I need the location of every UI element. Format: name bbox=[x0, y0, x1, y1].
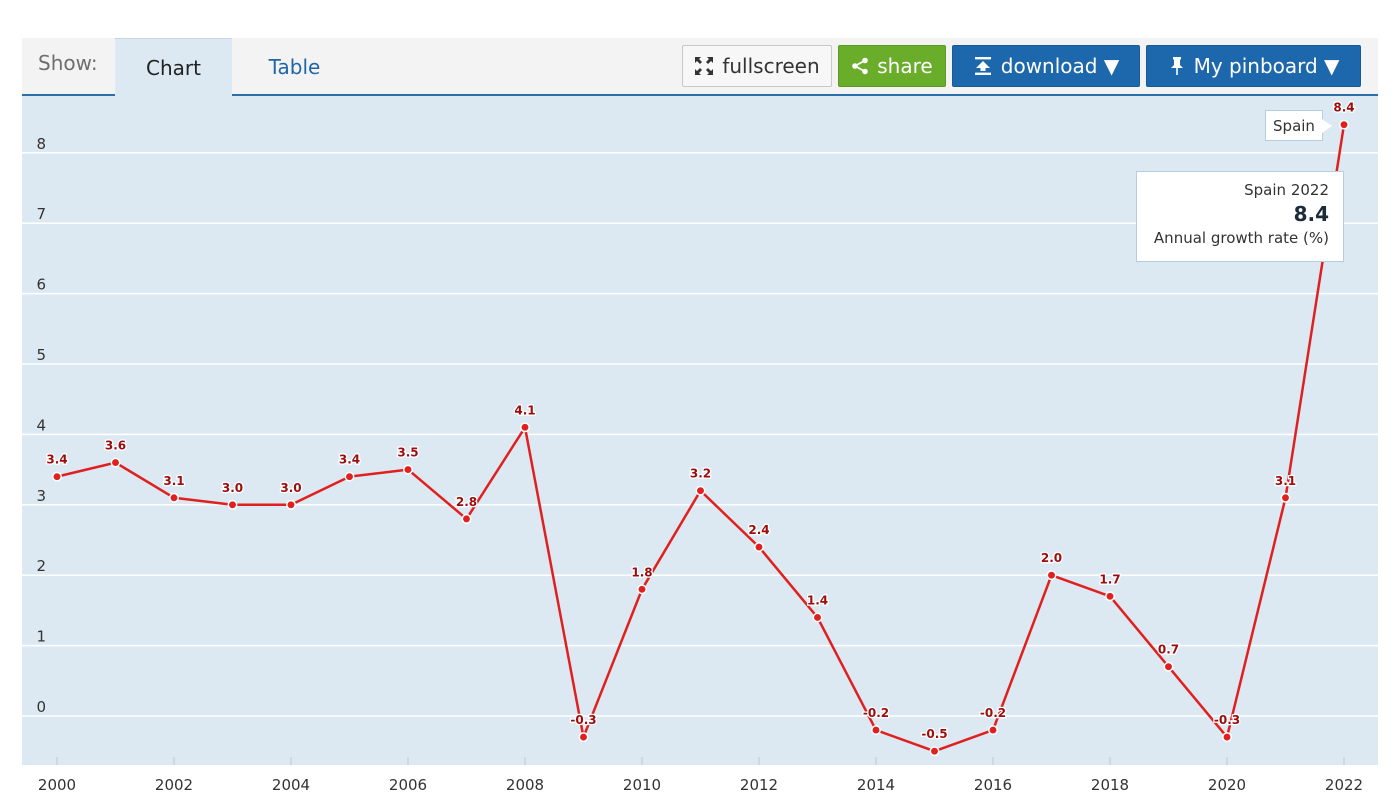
y-tick-label: 4 bbox=[36, 416, 46, 434]
data-label: 3.4 bbox=[46, 453, 67, 467]
tooltip-value: 8.4 bbox=[1293, 202, 1329, 226]
data-label: -0.2 bbox=[863, 706, 889, 720]
data-point bbox=[344, 471, 355, 482]
tooltip-title: Spain 2022 bbox=[1244, 181, 1329, 199]
data-point bbox=[1339, 119, 1349, 130]
data-point bbox=[1046, 570, 1057, 581]
data-label: 1.8 bbox=[631, 565, 652, 579]
data-label: 3.1 bbox=[1275, 474, 1296, 488]
x-tick-label: 2006 bbox=[389, 776, 427, 794]
data-label: -0.3 bbox=[1214, 713, 1240, 727]
data-point bbox=[169, 492, 179, 503]
data-label: 3.0 bbox=[280, 481, 301, 495]
download-button[interactable]: download ▼ bbox=[952, 45, 1140, 87]
data-point bbox=[929, 746, 940, 757]
data-point bbox=[227, 499, 238, 510]
y-tick-label: 7 bbox=[36, 205, 46, 223]
data-label: -0.3 bbox=[570, 713, 596, 727]
data-point bbox=[461, 513, 472, 524]
data-point bbox=[1222, 732, 1232, 743]
tab-chart[interactable]: Chart bbox=[115, 38, 232, 97]
y-tick-label: 5 bbox=[36, 346, 46, 364]
share-label: share bbox=[877, 54, 933, 78]
data-label: 3.5 bbox=[397, 446, 418, 460]
data-label: 1.4 bbox=[807, 593, 828, 607]
data-label: 8.4 bbox=[1333, 101, 1354, 115]
x-tick-label: 2014 bbox=[857, 776, 895, 794]
data-label: 3.2 bbox=[690, 467, 711, 481]
data-point bbox=[110, 457, 121, 468]
y-tick-label: 1 bbox=[36, 628, 46, 646]
data-label: 1.7 bbox=[1099, 572, 1120, 586]
x-tick-label: 2020 bbox=[1208, 776, 1246, 794]
x-tick-label: 2022 bbox=[1325, 776, 1363, 794]
y-tick-label: 8 bbox=[36, 135, 46, 153]
data-label: 2.8 bbox=[456, 495, 477, 509]
data-point bbox=[1163, 661, 1174, 672]
data-label: 4.1 bbox=[514, 403, 535, 417]
data-label: 2.4 bbox=[748, 523, 769, 537]
pinboard-button[interactable]: My pinboard ▼ bbox=[1146, 45, 1361, 87]
data-label: 3.6 bbox=[105, 439, 126, 453]
x-tick-label: 2000 bbox=[38, 776, 76, 794]
data-point bbox=[695, 485, 706, 496]
data-point bbox=[520, 422, 530, 433]
tooltip-unit: Annual growth rate (%) bbox=[1153, 229, 1329, 247]
y-tick-label: 2 bbox=[36, 557, 46, 575]
chart-toolbar: Show: Chart Table fullscreen share bbox=[22, 38, 1378, 97]
data-label: 3.4 bbox=[339, 453, 360, 467]
x-tick-label: 2002 bbox=[155, 776, 193, 794]
share-button[interactable]: share bbox=[838, 45, 946, 87]
data-point bbox=[637, 584, 647, 595]
x-tick-label: 2016 bbox=[974, 776, 1012, 794]
data-point bbox=[1280, 492, 1291, 503]
data-point bbox=[988, 725, 998, 736]
data-point bbox=[286, 499, 296, 510]
data-label: 2.0 bbox=[1041, 551, 1062, 565]
pinboard-label: My pinboard ▼ bbox=[1193, 54, 1340, 78]
data-point bbox=[403, 464, 413, 475]
x-tick-label: 2008 bbox=[506, 776, 544, 794]
series-tag: Spain bbox=[1265, 110, 1332, 141]
data-tooltip: Spain 2022 8.4 Annual growth rate (%) bbox=[1136, 171, 1344, 262]
expand-arrows-icon bbox=[694, 56, 714, 76]
x-tick-label: 2004 bbox=[272, 776, 310, 794]
data-point bbox=[578, 732, 589, 743]
x-tick-label: 2012 bbox=[740, 776, 778, 794]
show-label: Show: bbox=[38, 51, 98, 75]
x-tick-label: 2010 bbox=[623, 776, 661, 794]
share-nodes-icon bbox=[851, 57, 869, 75]
fullscreen-label: fullscreen bbox=[722, 54, 820, 78]
data-point bbox=[871, 725, 881, 736]
pin-icon bbox=[1168, 56, 1186, 76]
data-label: 3.1 bbox=[163, 474, 184, 488]
data-point bbox=[1105, 591, 1115, 602]
download-icon bbox=[973, 56, 993, 76]
y-tick-label: 0 bbox=[36, 698, 46, 716]
data-label: -0.2 bbox=[980, 706, 1006, 720]
download-label: download ▼ bbox=[1000, 54, 1120, 78]
data-point bbox=[754, 542, 764, 552]
data-point bbox=[52, 471, 62, 482]
y-tick-label: 6 bbox=[36, 276, 46, 294]
tab-table[interactable]: Table bbox=[268, 55, 321, 79]
data-label: 0.7 bbox=[1158, 643, 1179, 657]
x-tick-label: 2018 bbox=[1091, 776, 1129, 794]
data-label: 3.0 bbox=[222, 481, 243, 495]
data-point bbox=[812, 612, 823, 623]
fullscreen-button[interactable]: fullscreen bbox=[682, 45, 832, 87]
data-label: -0.5 bbox=[921, 727, 947, 741]
y-tick-label: 3 bbox=[36, 487, 46, 505]
